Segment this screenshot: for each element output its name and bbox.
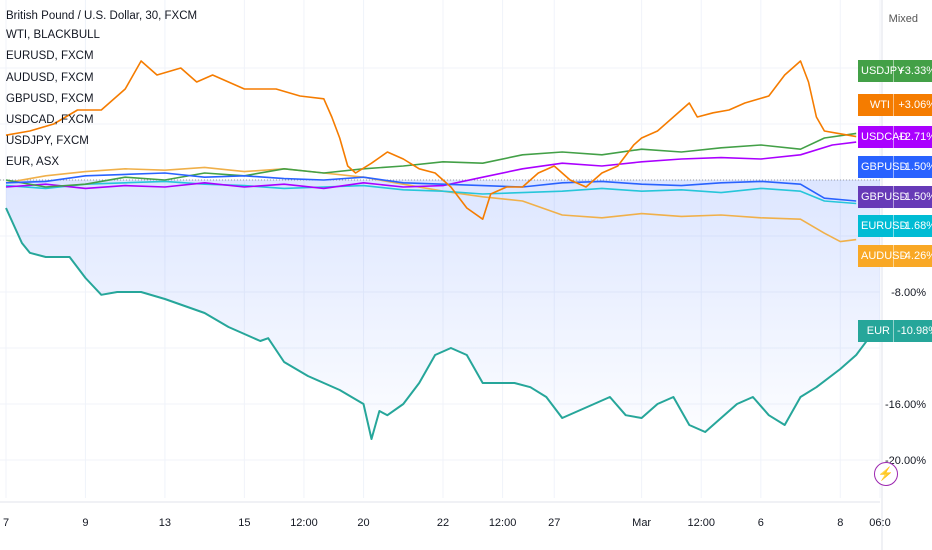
series-line-usdcad [5,141,857,190]
price-tag-symbol: GBPUSD [861,191,908,203]
x-tick-label: 8 [837,517,843,529]
price-tag-usdjpy[interactable]: USDJPY+3.33% [858,60,932,82]
x-tick-label: 15 [238,517,250,529]
series-line-eur [5,207,873,440]
price-tag-value: -4.26% [893,245,932,267]
y-tick-label: -20.00% [885,455,926,467]
series-line-wti [5,60,857,220]
x-tick-label: 12:00 [290,517,318,529]
price-tag-value: -1.50% [893,156,932,178]
y-tick-label: -8.00% [891,287,926,299]
x-tick-label: 20 [357,517,369,529]
legend-item-eur[interactable]: EUR, ASX [6,156,60,169]
price-tag-symbol: USDJPY [861,65,905,77]
lightning-icon[interactable]: ⚡ [874,462,898,486]
legend-item-gbpusd[interactable]: GBPUSD, FXCM [6,92,94,105]
scale-mode-label[interactable]: Mixed [888,13,918,25]
price-tag-symbol: GBPUSD [861,161,908,173]
legend: British Pound / U.S. Dollar, 30, FXCM WT… [6,10,197,174]
price-tag-wti[interactable]: WTI+3.06% [858,94,932,116]
baseline-area-fill [6,180,880,439]
series-line-eurusd [5,180,857,205]
price-tag-value: +2.71% [893,126,932,148]
x-tick-label: 6 [758,517,764,529]
x-tick-label: 27 [548,517,560,529]
series-line-usdjpy [5,132,857,188]
price-tag-gbpusd[interactable]: GBPUSD-1.50% [858,156,932,178]
legend-item-wti[interactable]: WTI, BLACKBULL [6,29,100,42]
price-tag-symbol: USDCAD [861,131,908,143]
x-tick-label: 12:00 [687,517,715,529]
x-tick-label: 9 [82,517,88,529]
y-tick-label: -16.00% [885,399,926,411]
price-tag-eur[interactable]: EUR-10.98% [858,320,932,342]
legend-item-usdcad[interactable]: USDCAD, FXCM [6,114,94,127]
price-tag-usdcad[interactable]: USDCAD+2.71% [858,126,932,148]
price-tag-symbol: AUDUSD [861,250,908,262]
price-tag-symbol: EUR [866,325,890,337]
x-tick-label: 12:00 [489,517,517,529]
series-layer [5,60,873,440]
main-symbol-title[interactable]: British Pound / U.S. Dollar, 30, FXCM [6,10,198,22]
price-tag-eurusd[interactable]: EURUSD-1.68% [858,215,932,237]
x-tick-label: 7 [3,517,9,529]
x-tick-label: 06:0 [869,517,890,529]
legend-item-audusd[interactable]: AUDUSD, FXCM [6,71,94,84]
price-tag-value: +3.06% [893,94,932,116]
series-line-gbpusd [5,172,857,202]
price-tag-symbol: EURUSD [861,220,908,232]
price-tag-value: -1.50% [893,186,932,208]
x-tick-label: Mar [632,517,651,529]
series-line-audusd [5,166,857,243]
x-tick-label: 22 [437,517,449,529]
legend-item-eurusd[interactable]: EURUSD, FXCM [6,50,94,63]
price-tag-value: -10.98% [893,320,932,342]
price-tag-value: -1.68% [893,215,932,237]
price-tag-value: +3.33% [893,60,932,82]
price-tag-gbpusd[interactable]: GBPUSD-1.50% [858,186,932,208]
price-tag-symbol: WTI [869,99,890,111]
x-axis: 7 9 13 15 12:00 20 22 12:00 27 Mar 12:00 6 8 06:0 [0,501,891,529]
legend-item-usdjpy[interactable]: USDJPY, FXCM [6,135,89,148]
price-tag-audusd[interactable]: AUDUSD-4.26% [858,245,932,267]
x-tick-label: 13 [159,517,171,529]
